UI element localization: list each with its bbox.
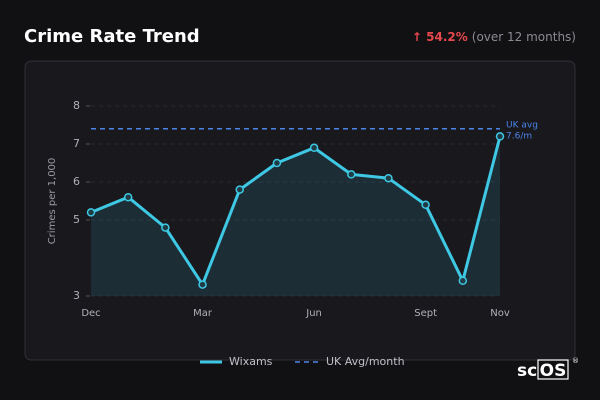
point — [458, 276, 468, 286]
y-axis-label: Crimes per 1,000 — [47, 158, 58, 245]
reference-label: 7.6/m — [506, 131, 532, 141]
change-value: ↑ 54.2% — [412, 30, 468, 44]
point — [198, 280, 207, 289]
x-tick-label: Mar — [193, 308, 213, 319]
change-period: (over 12 months) — [472, 30, 576, 44]
point — [347, 170, 356, 179]
x-tick-label: Sept — [414, 308, 437, 319]
chart-title: Crime Rate Trend — [24, 26, 200, 47]
point — [309, 143, 319, 153]
legend-label: Wixams — [229, 355, 273, 368]
point — [384, 173, 393, 183]
point — [86, 208, 96, 217]
y-tick-label: 8 — [73, 99, 80, 112]
point — [495, 132, 505, 141]
point — [272, 158, 282, 168]
chart-panel — [24, 60, 576, 361]
logo-prefix: sc — [517, 361, 537, 381]
logo-mark: ® — [572, 357, 579, 365]
area — [91, 136, 500, 296]
reference-label: UK avg — [506, 120, 538, 130]
y-tick-label: 3 — [73, 289, 80, 302]
x-tick-label: Dec — [81, 308, 100, 319]
point — [161, 223, 170, 232]
legend-label: UK Avg/month — [326, 355, 405, 368]
line — [90, 136, 502, 287]
y-tick-label: 6 — [73, 175, 80, 188]
change-summary: ↑ 54.2% (over 12 months) — [412, 30, 576, 44]
y-tick-label: 5 — [73, 213, 80, 226]
point — [421, 200, 430, 210]
point — [235, 185, 244, 194]
logo-box — [537, 359, 569, 380]
point — [123, 192, 133, 202]
logo-boxed: OS — [540, 361, 567, 381]
x-tick-label: Nov — [490, 308, 510, 319]
y-tick-label: 7 — [73, 137, 80, 150]
x-tick-label: Jun — [305, 308, 322, 319]
